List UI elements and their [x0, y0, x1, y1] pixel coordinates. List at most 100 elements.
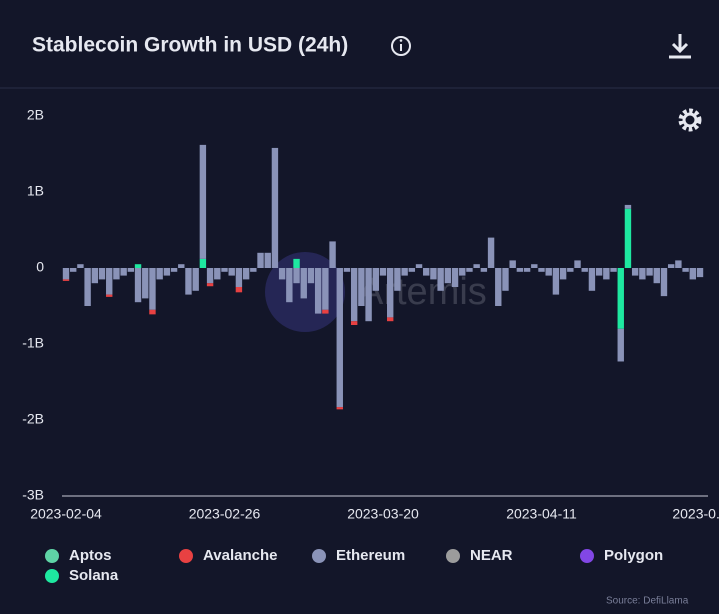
bar-segment [660, 268, 668, 297]
legend-swatch [580, 549, 594, 563]
bar-segment [120, 268, 127, 276]
legend-swatch [446, 549, 460, 563]
bar-segment [653, 268, 660, 284]
bar-segment [559, 268, 567, 280]
bar-segment [84, 268, 91, 306]
bar-segment [466, 268, 473, 272]
bar-segment [271, 147, 279, 268]
bar-segment [106, 268, 113, 295]
bar-segment [91, 268, 99, 284]
bar-segment [127, 268, 135, 272]
bar-segment [696, 268, 704, 278]
bar-segment [451, 268, 459, 287]
bar-segment [617, 268, 624, 329]
bar-segment [62, 279, 70, 281]
y-tick-label: -2B [22, 411, 44, 427]
bar-segment [444, 268, 452, 284]
bar-segment [300, 268, 307, 299]
bar-segment [192, 268, 199, 291]
bar-segment [358, 268, 365, 306]
bar-segment [235, 268, 243, 287]
x-tick-label: 2023-03-20 [347, 506, 419, 522]
bar-segment [350, 321, 358, 325]
bar-segment [523, 268, 531, 272]
bar-segment [689, 268, 696, 280]
bar-segment [336, 407, 343, 410]
x-tick-label: 2023-02-04 [30, 506, 102, 522]
bar-segment [70, 268, 77, 272]
bar-segment [134, 268, 142, 303]
info-icon[interactable] [391, 36, 411, 56]
bar-segment [487, 237, 495, 268]
bar-segment [293, 258, 300, 268]
bar-segment [675, 260, 682, 268]
bar-segment [228, 268, 235, 276]
bar-segment [293, 268, 300, 284]
bar-segment [624, 204, 632, 209]
bar-segment [610, 268, 617, 272]
bar-segment [307, 268, 315, 284]
bar-segment [401, 268, 408, 276]
source: Source: DefiLlama [606, 596, 689, 607]
bar-segment [408, 268, 416, 272]
x-tick-label: 2023-02-26 [189, 506, 261, 522]
bar-segment [473, 264, 480, 268]
bar-segment [62, 268, 70, 280]
x-tick-label: 2023-0... [672, 506, 719, 522]
bar-segment [185, 268, 192, 295]
bar-segment [149, 309, 156, 315]
bar-segment [387, 268, 394, 318]
bar-segment [350, 268, 358, 322]
bar-segment [538, 268, 545, 272]
y-tick-label: -1B [22, 335, 44, 351]
bar-segment [495, 268, 502, 306]
bar-segment [250, 268, 257, 272]
bar-segment [170, 268, 178, 272]
bar-segment [646, 268, 653, 276]
bar-segment [178, 264, 185, 268]
bar-segment [242, 268, 250, 280]
y-tick-label: 2B [27, 107, 44, 123]
bar-segment [379, 268, 387, 276]
download-icon[interactable] [669, 34, 691, 59]
bar-segment [314, 268, 322, 314]
legend-label: Solana [69, 567, 119, 584]
bar-segment [214, 268, 221, 280]
bar-segment [206, 268, 214, 284]
bar-segment [199, 144, 207, 259]
bar-segment [106, 294, 113, 297]
bar-segment [372, 268, 379, 291]
watermark: Artemis [358, 271, 487, 313]
bar-segment [437, 268, 444, 291]
bar-segment [631, 268, 639, 276]
bar-segment [617, 328, 624, 362]
bar-segment [581, 268, 588, 272]
bar-segment [365, 268, 372, 322]
bar-segment [394, 268, 401, 291]
settings-icon[interactable] [678, 108, 702, 132]
legend-swatch [45, 569, 59, 583]
bar-segment [516, 268, 524, 272]
bar-segment [603, 268, 610, 280]
bar-segment [322, 268, 329, 310]
bar-segment [199, 258, 207, 268]
legend-label: NEAR [470, 547, 513, 564]
bar-segment [134, 264, 142, 268]
bar-segment [163, 268, 171, 276]
bar-segment [77, 264, 84, 268]
bar-segment [574, 260, 581, 268]
bar-segment [415, 264, 423, 268]
bar-segment [221, 268, 228, 272]
bar-segment [545, 268, 552, 276]
bar-segment [531, 264, 538, 268]
chart-title: Stablecoin Growth in USD (24h) [32, 34, 348, 57]
bar-segment [567, 268, 574, 272]
bar-segment [156, 268, 163, 280]
y-tick-label: 1B [27, 183, 44, 199]
bar-segment [682, 268, 689, 272]
bar-segment [430, 268, 437, 280]
bar-segment [595, 268, 603, 276]
bar-segment [667, 264, 675, 268]
